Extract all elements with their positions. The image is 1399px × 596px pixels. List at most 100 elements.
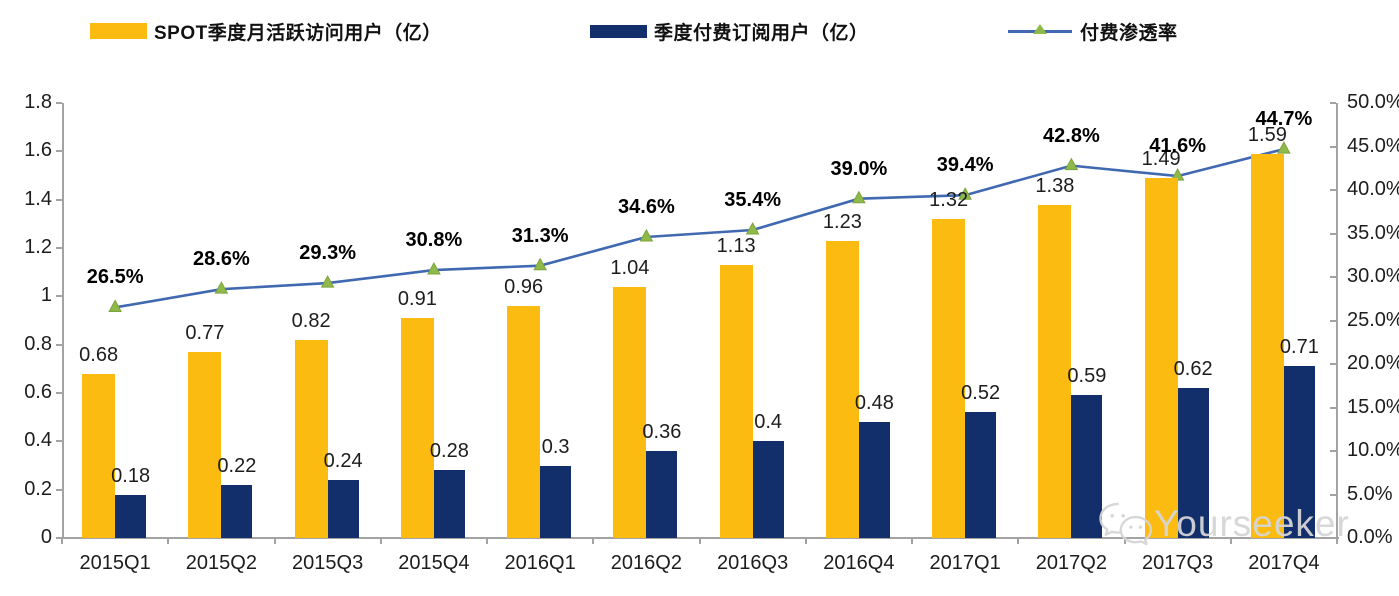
penetration-value-label: 31.3% (511, 224, 569, 247)
x-axis-category-label: 2015Q4 (398, 552, 470, 574)
right-axis-tick-label: 50.0% (1347, 91, 1399, 113)
x-axis-tick (273, 538, 276, 544)
mau-value-label: 1.23 (822, 210, 862, 233)
left-axis-tick-label: 0.6 (24, 381, 52, 403)
subscriber-value-label: 0.71 (1279, 336, 1319, 359)
subscriber-bar (327, 480, 359, 538)
penetration-line (114, 147, 1285, 309)
mau-value-label: 1.38 (1035, 174, 1075, 197)
right-axis-tick (1330, 232, 1336, 235)
mau-bar (719, 264, 753, 538)
x-axis-category-label: 2017Q2 (1035, 552, 1107, 574)
right-axis-tick (1330, 145, 1336, 148)
x-axis-tick (167, 538, 170, 544)
subscriber-bar (858, 422, 890, 538)
penetration-value-label: 34.6% (618, 195, 675, 218)
x-axis-tick (592, 538, 595, 544)
legend-label: SPOT季度月活跃访问用户（亿） (154, 22, 442, 44)
right-axis-tick-label: 20.0% (1347, 352, 1399, 374)
watermark: Yourseeker (1096, 498, 1350, 548)
left-axis-tick (56, 295, 62, 298)
left-axis-tick-label: 1.8 (24, 91, 52, 113)
triangle-marker (1064, 157, 1079, 171)
penetration-value-label: 26.5% (86, 266, 144, 289)
left-axis-tick (56, 247, 62, 249)
left-axis-tick (56, 102, 62, 104)
right-axis-tick (1330, 537, 1336, 539)
x-axis-tick (379, 538, 382, 544)
penetration-value-label: 39.4% (936, 154, 994, 177)
x-axis-category-label: 2015Q1 (79, 552, 151, 574)
legend-item-subscribers: 季度付费订阅用户（亿） (590, 16, 869, 46)
x-axis-tick (61, 538, 63, 544)
triangle-marker (745, 221, 760, 235)
x-axis-category-label: 2016Q2 (610, 552, 682, 574)
mau-bar (1038, 204, 1072, 538)
subscriber-value-label: 0.4 (754, 411, 783, 434)
legend-item-mau: SPOT季度月活跃访问用户（亿） (90, 16, 442, 46)
x-axis-tick (911, 538, 913, 544)
right-axis-tick (1330, 276, 1336, 278)
subscriber-bar (433, 470, 465, 538)
mau-value-label: 1.59 (1247, 123, 1287, 146)
x-axis-line (62, 537, 1339, 539)
penetration-value-label: 42.8% (1043, 124, 1100, 147)
triangle-marker (427, 261, 441, 275)
penetration-value-label: 30.8% (405, 229, 463, 252)
left-axis-line (62, 103, 64, 538)
subscriber-bar (540, 465, 572, 538)
left-axis-tick-label: 1.2 (24, 236, 52, 258)
triangle-marker (214, 281, 229, 294)
watermark-text: Yourseeker (1154, 502, 1350, 544)
mau-value-label: 0.96 (504, 276, 544, 298)
mau-bar (1250, 153, 1284, 538)
x-axis-tick (1336, 538, 1338, 544)
right-axis-tick (1330, 319, 1336, 322)
right-axis-tick-label: 25.0% (1347, 308, 1399, 331)
left-axis-tick-label: 1 (40, 284, 52, 307)
legend-swatch (590, 24, 647, 38)
mau-value-label: 0.91 (397, 288, 437, 311)
mau-bar (1144, 177, 1178, 538)
left-axis-tick (56, 440, 62, 443)
penetration-value-label: 28.6% (193, 248, 250, 271)
mau-bar (932, 219, 966, 538)
mau-value-label: 0.82 (291, 309, 331, 332)
x-axis-category-label: 2017Q3 (1142, 552, 1214, 574)
x-axis-tick (698, 538, 701, 544)
left-axis-tick-label: 1.6 (24, 139, 52, 162)
legend-label: 季度付费订阅用户（亿） (654, 22, 869, 44)
wechat-icon (1099, 502, 1153, 546)
subscriber-value-label: 0.28 (429, 440, 469, 463)
left-axis-tick-label: 0.2 (24, 477, 52, 500)
right-axis-tick (1330, 406, 1336, 409)
triangle-marker (639, 228, 654, 242)
mau-value-label: 0.68 (79, 343, 119, 366)
penetration-value-label: 41.6% (1149, 135, 1206, 158)
subscriber-bar (1071, 395, 1103, 538)
left-axis-tick (56, 392, 62, 394)
subscriber-value-label: 0.36 (642, 421, 682, 443)
x-axis-category-label: 2016Q1 (504, 552, 576, 574)
legend-line-marker (1008, 22, 1072, 40)
left-axis-tick-label: 0.8 (24, 332, 52, 355)
left-axis-tick-label: 0 (40, 526, 52, 548)
left-axis-tick-label: 1.4 (24, 187, 52, 210)
left-axis-tick-label: 0.4 (24, 429, 52, 452)
mau-value-label: 1.04 (610, 256, 650, 279)
mau-bar (507, 306, 541, 538)
mau-bar (825, 240, 859, 538)
x-axis-category-label: 2016Q4 (823, 552, 895, 574)
mau-bar (188, 351, 222, 538)
legend-item-penetration: 付费渗透率 (1008, 16, 1178, 46)
triangle-marker (533, 257, 547, 271)
x-axis-category-label: 2017Q1 (929, 552, 1001, 574)
penetration-value-label: 29.3% (299, 242, 356, 265)
left-axis-tick (56, 537, 62, 539)
right-axis-tick-label: 35.0% (1347, 221, 1399, 244)
subscriber-value-label: 0.18 (111, 464, 151, 487)
right-axis-tick (1330, 102, 1336, 104)
legend: SPOT季度月活跃访问用户（亿） 季度付费订阅用户（亿） 付费渗透率 (0, 16, 1399, 48)
subscriber-bar (646, 451, 678, 538)
